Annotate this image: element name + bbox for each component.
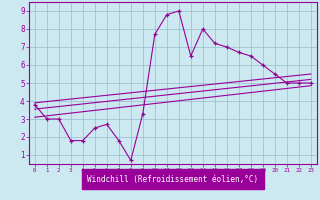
X-axis label: Windchill (Refroidissement éolien,°C): Windchill (Refroidissement éolien,°C): [87, 175, 258, 184]
